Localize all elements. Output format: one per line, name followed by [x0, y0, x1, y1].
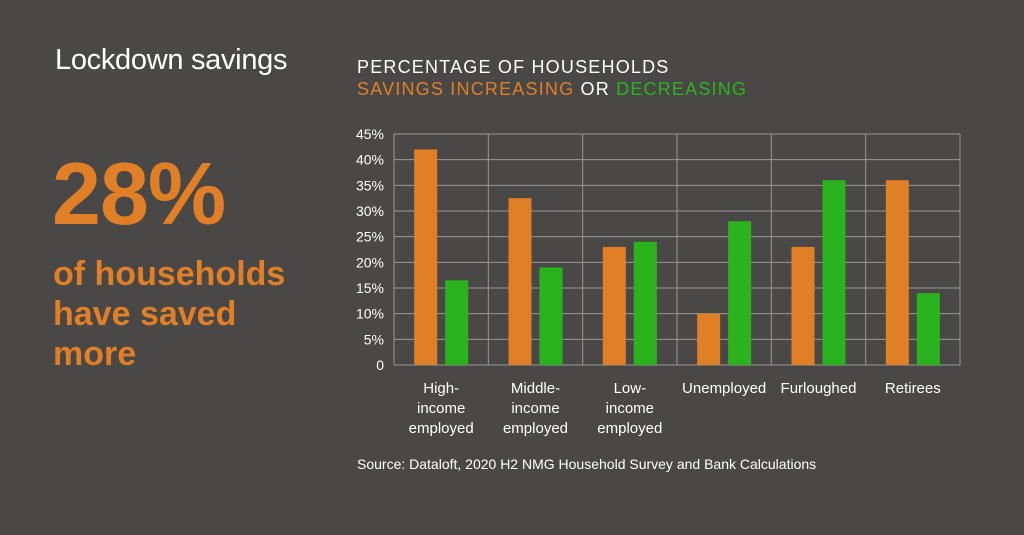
chart-title-line-1: PERCENTAGE OF HOUSEHOLDS [357, 57, 670, 77]
headline-stat-description: of households have saved more [53, 255, 286, 373]
y-tick-label: 5% [364, 331, 384, 347]
y-tick-label: 40% [356, 152, 384, 168]
bar-decreasing [633, 241, 657, 365]
bar-increasing [697, 313, 721, 365]
x-category-label: High- [423, 380, 459, 397]
bar-decreasing [728, 221, 752, 365]
x-category-label: income [511, 400, 559, 417]
x-category-label: employed [409, 420, 474, 437]
legend-decreasing: DECREASING [616, 79, 748, 99]
chart-labels: 0 5% 10% 15% 20% 25% 30% 35% 40% 45% High-income em… [356, 126, 941, 437]
x-category-label: Furloughed [781, 380, 857, 397]
x-category-label: Retirees [885, 380, 941, 397]
y-tick-label: 30% [356, 203, 384, 219]
y-tick-label: 20% [356, 254, 384, 270]
bar-decreasing [445, 280, 469, 365]
source-note: Source: Dataloft, 2020 H2 NMG Household … [357, 456, 817, 472]
y-tick-label: 25% [356, 229, 384, 245]
y-tick-label: 10% [356, 306, 384, 322]
bar-increasing [414, 149, 438, 365]
y-tick-label: 35% [356, 177, 384, 193]
bar-increasing [508, 198, 532, 365]
bar-decreasing [916, 293, 940, 365]
x-category-label: employed [503, 420, 568, 437]
bar-increasing [885, 180, 909, 365]
y-tick-label: 0 [376, 357, 384, 373]
chart-bars [414, 149, 940, 365]
x-category-label: employed [597, 420, 662, 437]
bar-increasing [791, 246, 815, 365]
headline-stat: 28% [52, 144, 226, 243]
bar-increasing [602, 246, 626, 365]
x-category-label: Unemployed [682, 380, 766, 397]
x-category-label: income [417, 400, 465, 417]
x-category-label: income [606, 400, 654, 417]
chart-title: PERCENTAGE OF HOUSEHOLDS SAVINGS INCREAS… [357, 56, 747, 100]
bar-decreasing [539, 267, 563, 365]
x-category-label: Low- [614, 380, 647, 397]
y-tick-label: 45% [356, 126, 384, 142]
legend-increasing: SAVINGS INCREASING [357, 79, 575, 99]
page-heading: Lockdown savings [55, 44, 288, 76]
chart-title-line-2: SAVINGS INCREASING OR DECREASING [357, 78, 747, 100]
bar-decreasing [822, 180, 846, 365]
chart-grid [393, 133, 961, 366]
x-category-label: Middle- [511, 380, 560, 397]
legend-or: OR [580, 79, 610, 99]
y-tick-label: 15% [356, 280, 384, 296]
